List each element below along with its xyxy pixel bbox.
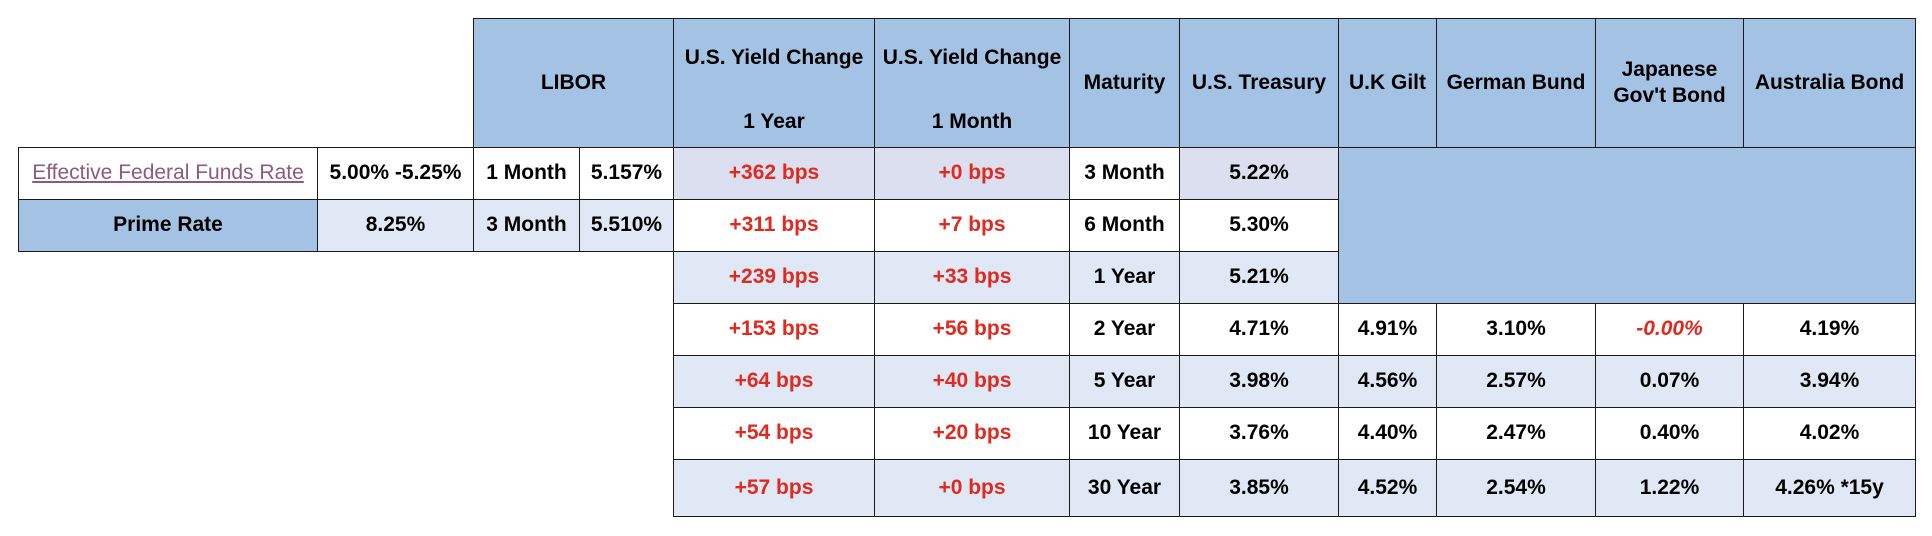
maturity-3m: 3 Month xyxy=(1069,147,1180,200)
chg-1y-1y: +239 bps xyxy=(673,251,875,304)
header-japanese-gov-bond: Japanese Gov't Bond xyxy=(1595,18,1744,148)
treasury-10y: 3.76% xyxy=(1179,407,1339,460)
prime-rate-value: 8.25% xyxy=(317,199,474,252)
header-maturity: Maturity xyxy=(1069,18,1180,148)
chg-1m-1y: +33 bps xyxy=(874,251,1070,304)
header-libor: LIBOR xyxy=(473,18,674,148)
libor-term-3m: 3 Month xyxy=(473,199,580,252)
header-yield-change-1m: U.S. Yield Change 1 Month xyxy=(874,18,1070,148)
prime-rate-label: Prime Rate xyxy=(18,199,318,252)
bund-5y: 2.57% xyxy=(1436,355,1596,408)
maturity-1y: 1 Year xyxy=(1069,251,1180,304)
treasury-2y: 4.71% xyxy=(1179,303,1339,356)
chg-1m-3m: +0 bps xyxy=(874,147,1070,200)
header-yield-change-1y: U.S. Yield Change 1 Year xyxy=(673,18,875,148)
treasury-3m: 5.22% xyxy=(1179,147,1339,200)
international-blank-block xyxy=(1338,147,1916,304)
chg-1y-30y: +57 bps xyxy=(673,459,875,517)
treasury-30y: 3.85% xyxy=(1179,459,1339,517)
aus-5y: 3.94% xyxy=(1743,355,1916,408)
aus-10y: 4.02% xyxy=(1743,407,1916,460)
chg-1m-2y: +56 bps xyxy=(874,303,1070,356)
maturity-30y: 30 Year xyxy=(1069,459,1180,517)
libor-rate-3m: 5.510% xyxy=(579,199,674,252)
bund-2y: 3.10% xyxy=(1436,303,1596,356)
chg-1m-30y: +0 bps xyxy=(874,459,1070,517)
chg-1y-10y: +54 bps xyxy=(673,407,875,460)
maturity-10y: 10 Year xyxy=(1069,407,1180,460)
effr-link[interactable]: Effective Federal Funds Rate xyxy=(32,161,304,185)
effr-label-cell[interactable]: Effective Federal Funds Rate xyxy=(18,147,318,200)
chg-1y-5y: +64 bps xyxy=(673,355,875,408)
effr-value: 5.00% -5.25% xyxy=(317,147,474,200)
treasury-6m: 5.30% xyxy=(1179,199,1339,252)
maturity-6m: 6 Month xyxy=(1069,199,1180,252)
aus-2y: 4.19% xyxy=(1743,303,1916,356)
header-us-treasury: U.S. Treasury xyxy=(1179,18,1339,148)
chg-1y-3m: +362 bps xyxy=(673,147,875,200)
chg-1m-6m: +7 bps xyxy=(874,199,1070,252)
header-uk-gilt: U.K Gilt xyxy=(1338,18,1437,148)
chg-1y-2y: +153 bps xyxy=(673,303,875,356)
gilt-5y: 4.56% xyxy=(1338,355,1437,408)
libor-term-1m: 1 Month xyxy=(473,147,580,200)
header-german-bund: German Bund xyxy=(1436,18,1596,148)
chg-1m-10y: +20 bps xyxy=(874,407,1070,460)
gilt-30y: 4.52% xyxy=(1338,459,1437,517)
bund-10y: 2.47% xyxy=(1436,407,1596,460)
aus-30y: 4.26% *15y xyxy=(1743,459,1916,517)
chg-1m-5y: +40 bps xyxy=(874,355,1070,408)
header-australia-bond: Australia Bond xyxy=(1743,18,1916,148)
jgb-2y: -0.00% xyxy=(1595,303,1744,356)
treasury-5y: 3.98% xyxy=(1179,355,1339,408)
gilt-10y: 4.40% xyxy=(1338,407,1437,460)
chg-1y-6m: +311 bps xyxy=(673,199,875,252)
maturity-2y: 2 Year xyxy=(1069,303,1180,356)
treasury-1y: 5.21% xyxy=(1179,251,1339,304)
bund-30y: 2.54% xyxy=(1436,459,1596,517)
maturity-5y: 5 Year xyxy=(1069,355,1180,408)
gilt-2y: 4.91% xyxy=(1338,303,1437,356)
jgb-5y: 0.07% xyxy=(1595,355,1744,408)
jgb-30y: 1.22% xyxy=(1595,459,1744,517)
libor-rate-1m: 5.157% xyxy=(579,147,674,200)
jgb-10y: 0.40% xyxy=(1595,407,1744,460)
